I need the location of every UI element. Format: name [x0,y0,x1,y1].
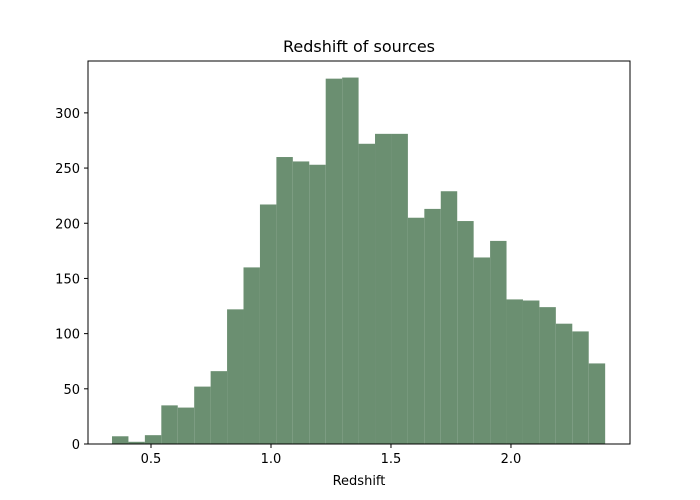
bar [292,161,310,444]
bar [177,407,195,444]
bar [342,77,359,444]
bar [243,267,260,444]
bar [391,133,408,444]
x-tick-label: 1.0 [261,452,282,467]
x-tick-label: 0.5 [141,452,162,467]
bar [375,133,392,444]
bar [522,300,540,444]
bar [440,191,458,444]
bar [325,78,343,444]
bar [457,221,474,444]
y-tick-label: 300 [55,107,80,122]
bar [473,257,491,444]
bar [276,157,293,444]
bar [227,309,244,444]
bar [194,386,211,444]
bar [259,204,277,444]
x-tick-label: 2.0 [501,452,522,467]
bar [407,217,425,444]
chart-title: Redshift of sources [283,37,435,56]
bar [572,331,589,444]
x-tick-label: 1.5 [381,452,402,467]
bar [309,164,326,444]
y-tick-label: 0 [72,438,80,453]
y-tick-label: 100 [55,328,80,343]
bar [539,307,556,444]
bar [555,323,573,444]
bar [490,240,507,444]
bar [144,435,162,444]
y-tick-label: 50 [63,383,80,398]
bar [111,436,129,444]
bar [161,405,178,444]
bar [210,371,228,444]
y-tick-label: 150 [55,272,80,287]
x-axis-label: Redshift [333,474,386,489]
bar [358,143,376,444]
plot-frame [87,60,631,445]
y-tick-label: 200 [55,217,80,232]
bar [506,299,523,444]
bar [424,208,441,444]
bar [128,441,145,444]
y-tick-label: 250 [55,162,80,177]
bar [588,363,606,444]
